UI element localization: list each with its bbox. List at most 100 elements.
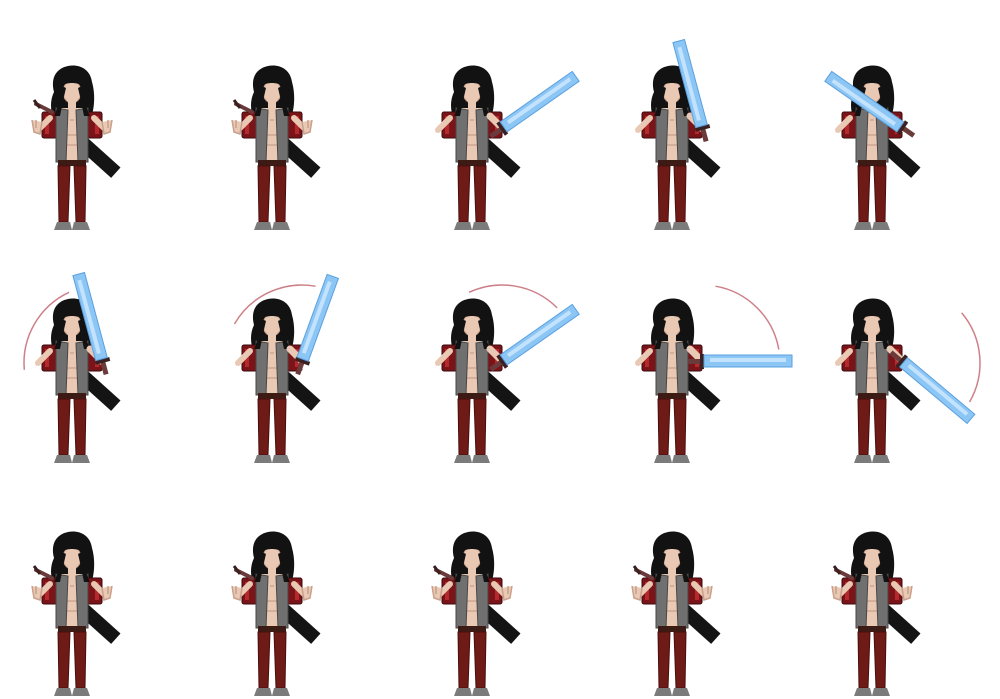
- neck: [868, 567, 876, 575]
- boot-left: [254, 222, 272, 230]
- boot-right: [272, 688, 290, 696]
- leg-right: [873, 165, 887, 223]
- leg-left: [57, 398, 71, 456]
- sprite-frame: [631, 531, 721, 696]
- boot-left: [254, 688, 272, 696]
- hair-top: [262, 544, 282, 552]
- leg-left: [257, 631, 271, 689]
- sprite-frame: [231, 531, 321, 696]
- hair-strand-right: [878, 86, 890, 116]
- boot-left: [854, 688, 872, 696]
- vest-left: [855, 107, 869, 163]
- character: [35, 271, 121, 463]
- blade-highlight: [907, 363, 969, 416]
- hair-top: [862, 78, 882, 86]
- character: [435, 65, 580, 230]
- blade-highlight: [677, 46, 701, 122]
- boot-left: [454, 455, 472, 463]
- blade-highlight: [506, 77, 572, 125]
- boot-right: [872, 688, 890, 696]
- sword-hilt: [489, 359, 504, 372]
- vest-left: [55, 107, 69, 163]
- hand-right: [101, 585, 113, 601]
- abs-lines: [66, 119, 78, 146]
- vest-right: [75, 573, 89, 629]
- arm-left: [435, 348, 453, 366]
- hair-top: [862, 311, 882, 319]
- hair-strand-right: [478, 552, 490, 582]
- abs-lines: [866, 352, 878, 379]
- blade-highlight: [301, 281, 332, 354]
- character: [835, 298, 976, 463]
- hair-top: [62, 311, 82, 319]
- belt: [858, 393, 886, 399]
- arm-left: [635, 348, 653, 366]
- boot-left: [254, 455, 272, 463]
- hair-strand-left: [54, 86, 66, 116]
- sword: [489, 303, 580, 372]
- head: [462, 80, 482, 104]
- vest-right: [875, 340, 889, 396]
- abs-lines: [466, 119, 478, 146]
- vest-right: [675, 573, 689, 629]
- abs-lines: [466, 585, 478, 612]
- sword-hilt: [889, 350, 904, 364]
- leg-left: [657, 631, 671, 689]
- hair-strand-left: [454, 319, 466, 349]
- neck: [868, 334, 876, 342]
- sprite-frame: [31, 531, 121, 696]
- hair-strand-left: [54, 552, 66, 582]
- belt: [58, 393, 86, 399]
- head: [62, 313, 82, 337]
- vest-left: [255, 573, 269, 629]
- sprite-frame: [835, 298, 981, 463]
- hair-strand-left: [654, 319, 666, 349]
- sword: [294, 273, 340, 376]
- belt: [58, 160, 86, 166]
- hand-left: [31, 119, 43, 135]
- sword-guard: [832, 565, 842, 575]
- leg-right: [673, 631, 687, 689]
- abs-lines: [66, 352, 78, 379]
- vest-left: [455, 573, 469, 629]
- vest-left: [655, 340, 669, 396]
- hair-top: [462, 311, 482, 319]
- hand-right: [701, 585, 713, 601]
- vest-right: [475, 107, 489, 163]
- sword-guard: [700, 354, 704, 369]
- hair-top: [662, 78, 682, 86]
- boot-right: [272, 222, 290, 230]
- sword: [72, 271, 111, 376]
- hand-right: [101, 119, 113, 135]
- blade-highlight: [710, 358, 786, 362]
- hand-right: [501, 585, 513, 601]
- boot-right: [672, 688, 690, 696]
- hair-strand-right: [478, 319, 490, 349]
- leg-left: [857, 631, 871, 689]
- neck: [268, 334, 276, 342]
- hair-strand-right: [278, 86, 290, 116]
- sword-guard: [694, 123, 711, 132]
- abs-lines: [666, 352, 678, 379]
- abs-lines: [866, 119, 878, 146]
- vest-right: [475, 340, 489, 396]
- hair-top: [662, 544, 682, 552]
- vest-right: [675, 107, 689, 163]
- sword-guard: [94, 356, 111, 365]
- abs-lines: [666, 585, 678, 612]
- leg-left: [257, 398, 271, 456]
- hair-top: [62, 544, 82, 552]
- boot-right: [472, 455, 490, 463]
- arm-left: [435, 115, 453, 133]
- boot-left: [54, 455, 72, 463]
- belt: [458, 160, 486, 166]
- sprite-frame: [435, 65, 580, 230]
- leg-left: [657, 165, 671, 223]
- swing-trail: [961, 312, 981, 403]
- character: [31, 65, 121, 230]
- sword-guard: [496, 121, 509, 136]
- neck: [468, 334, 476, 342]
- vest-right: [875, 573, 889, 629]
- vest-right: [675, 340, 689, 396]
- neck: [468, 101, 476, 109]
